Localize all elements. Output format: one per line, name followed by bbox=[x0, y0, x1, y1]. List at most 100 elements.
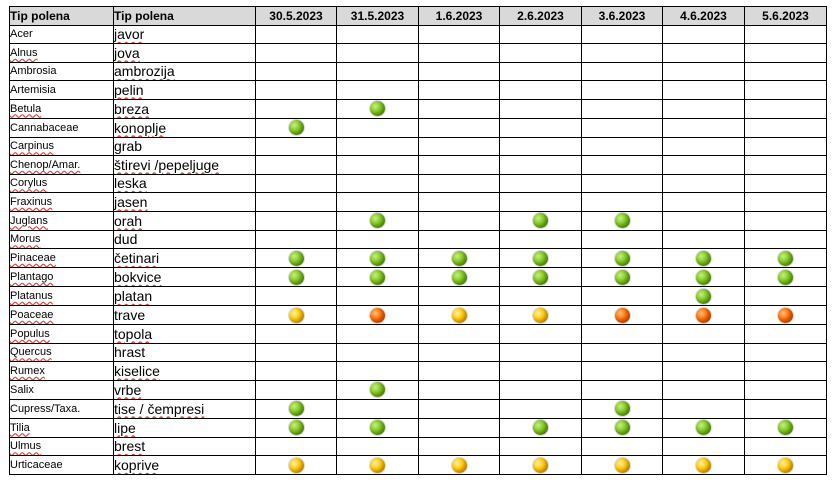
pollen-latin-name: Salix bbox=[9, 379, 114, 400]
table-row: Cannabaceae konoplje bbox=[9, 117, 827, 138]
pollen-local-name: konoplje bbox=[113, 117, 256, 138]
orange-circle-icon bbox=[778, 307, 793, 323]
pollen-level-cell bbox=[499, 379, 582, 400]
pollen-level-cell bbox=[418, 305, 500, 325]
pollen-level-cell bbox=[744, 324, 827, 344]
pollen-level-cell bbox=[744, 80, 827, 100]
pollen-latin-name: Rumex bbox=[9, 361, 114, 381]
pollen-latin-name: Urticaceae bbox=[9, 455, 114, 475]
pollen-level-cell bbox=[499, 117, 582, 138]
pollen-level-cell bbox=[581, 24, 663, 44]
pollen-level-cell bbox=[662, 43, 745, 63]
pollen-level-cell bbox=[336, 173, 419, 193]
yellow-circle-icon bbox=[451, 307, 467, 323]
pollen-level-cell bbox=[662, 305, 745, 325]
pollen-level-cell bbox=[499, 229, 582, 249]
pollen-latin-name: Pinaceae bbox=[9, 248, 114, 268]
header-date: 31.5.2023 bbox=[336, 6, 419, 26]
pollen-level-cell bbox=[662, 436, 745, 456]
green-circle-icon bbox=[614, 420, 630, 436]
pollen-local-name: kiselice bbox=[113, 361, 256, 381]
pollen-level-cell bbox=[418, 229, 500, 249]
pollen-level-cell bbox=[336, 155, 419, 175]
pollen-level-cell bbox=[581, 455, 663, 475]
table-row: Ambrosia ambrozija bbox=[9, 61, 827, 81]
yellow-circle-icon bbox=[370, 457, 385, 473]
green-circle-icon bbox=[533, 269, 548, 285]
pollen-level-cell bbox=[581, 61, 663, 81]
pollen-latin-name: Chenop/Amar. bbox=[9, 155, 114, 175]
pollen-level-cell bbox=[662, 342, 745, 362]
pollen-level-cell bbox=[499, 61, 582, 81]
pollen-level-cell bbox=[499, 286, 582, 306]
table-row: Tilia lipe bbox=[9, 417, 827, 438]
pollen-level-cell bbox=[255, 61, 337, 81]
pollen-level-cell bbox=[255, 229, 337, 249]
green-circle-icon bbox=[370, 101, 385, 117]
yellow-circle-icon bbox=[778, 457, 793, 473]
pollen-level-cell bbox=[418, 61, 500, 81]
pollen-local-name: jova bbox=[113, 43, 256, 63]
pollen-level-cell bbox=[336, 24, 419, 44]
pollen-level-cell bbox=[744, 342, 827, 362]
pollen-level-cell bbox=[336, 398, 419, 419]
pollen-level-cell bbox=[418, 398, 500, 419]
green-circle-icon bbox=[778, 420, 793, 436]
pollen-level-cell bbox=[255, 286, 337, 306]
pollen-level-cell bbox=[662, 136, 745, 156]
table-row: Cupress/Taxa. tise / čempresi bbox=[9, 398, 827, 419]
table-row: Fraxinus jasen bbox=[9, 192, 827, 212]
pollen-local-name: bokvice bbox=[113, 267, 256, 287]
pollen-level-cell bbox=[255, 361, 337, 381]
pollen-level-cell bbox=[336, 455, 419, 475]
pollen-latin-name: Morus bbox=[9, 229, 114, 249]
pollen-latin-name: Juglans bbox=[9, 210, 114, 231]
pollen-latin-name: Quercus bbox=[9, 342, 114, 362]
pollen-level-cell bbox=[662, 173, 745, 193]
pollen-level-cell bbox=[581, 267, 663, 287]
pollen-level-cell bbox=[499, 155, 582, 175]
green-circle-icon bbox=[370, 213, 385, 229]
pollen-level-cell bbox=[255, 210, 337, 231]
pollen-level-cell bbox=[255, 173, 337, 193]
pollen-local-name: trave bbox=[113, 305, 256, 325]
pollen-level-cell bbox=[336, 417, 419, 438]
pollen-local-name: topola bbox=[113, 324, 256, 344]
green-circle-icon bbox=[288, 269, 304, 285]
header-date: 4.6.2023 bbox=[662, 6, 745, 26]
pollen-level-cell bbox=[336, 305, 419, 325]
pollen-level-cell bbox=[581, 342, 663, 362]
pollen-level-cell bbox=[662, 210, 745, 231]
pollen-level-cell bbox=[499, 361, 582, 381]
pollen-level-cell bbox=[744, 248, 827, 268]
table-row: Juglans orah bbox=[9, 210, 827, 231]
pollen-level-cell bbox=[418, 192, 500, 212]
pollen-level-cell bbox=[336, 136, 419, 156]
pollen-latin-name: Fraxinus bbox=[9, 192, 114, 212]
pollen-level-cell bbox=[336, 436, 419, 456]
pollen-level-cell bbox=[255, 417, 337, 438]
green-circle-icon bbox=[370, 420, 385, 436]
pollen-level-cell bbox=[662, 98, 745, 119]
table-row: Quercus hrast bbox=[9, 342, 827, 362]
pollen-level-cell bbox=[744, 436, 827, 456]
pollen-level-cell bbox=[418, 98, 500, 119]
pollen-latin-name: Poaceae bbox=[9, 305, 114, 325]
table-row: Poaceae trave bbox=[9, 305, 827, 325]
pollen-local-name: pelin bbox=[113, 80, 256, 100]
pollen-level-cell bbox=[499, 43, 582, 63]
pollen-level-cell bbox=[255, 98, 337, 119]
header-row: Tip polena Tip polena 30.5.2023 31.5.202… bbox=[9, 6, 827, 26]
header-pollen-type-latin: Tip polena bbox=[9, 6, 114, 26]
pollen-local-name: štirevi /pepeljuge bbox=[113, 155, 256, 175]
pollen-latin-name: Cannabaceae bbox=[9, 117, 114, 138]
pollen-level-cell bbox=[418, 248, 500, 268]
table-row: Acer javor bbox=[9, 24, 827, 44]
pollen-latin-name: Corylus bbox=[9, 173, 114, 193]
pollen-latin-name: Populus bbox=[9, 324, 114, 344]
pollen-latin-name: Ambrosia bbox=[9, 61, 114, 81]
pollen-level-cell bbox=[336, 98, 419, 119]
pollen-level-cell bbox=[336, 229, 419, 249]
pollen-level-cell bbox=[744, 24, 827, 44]
green-circle-icon bbox=[696, 250, 711, 266]
